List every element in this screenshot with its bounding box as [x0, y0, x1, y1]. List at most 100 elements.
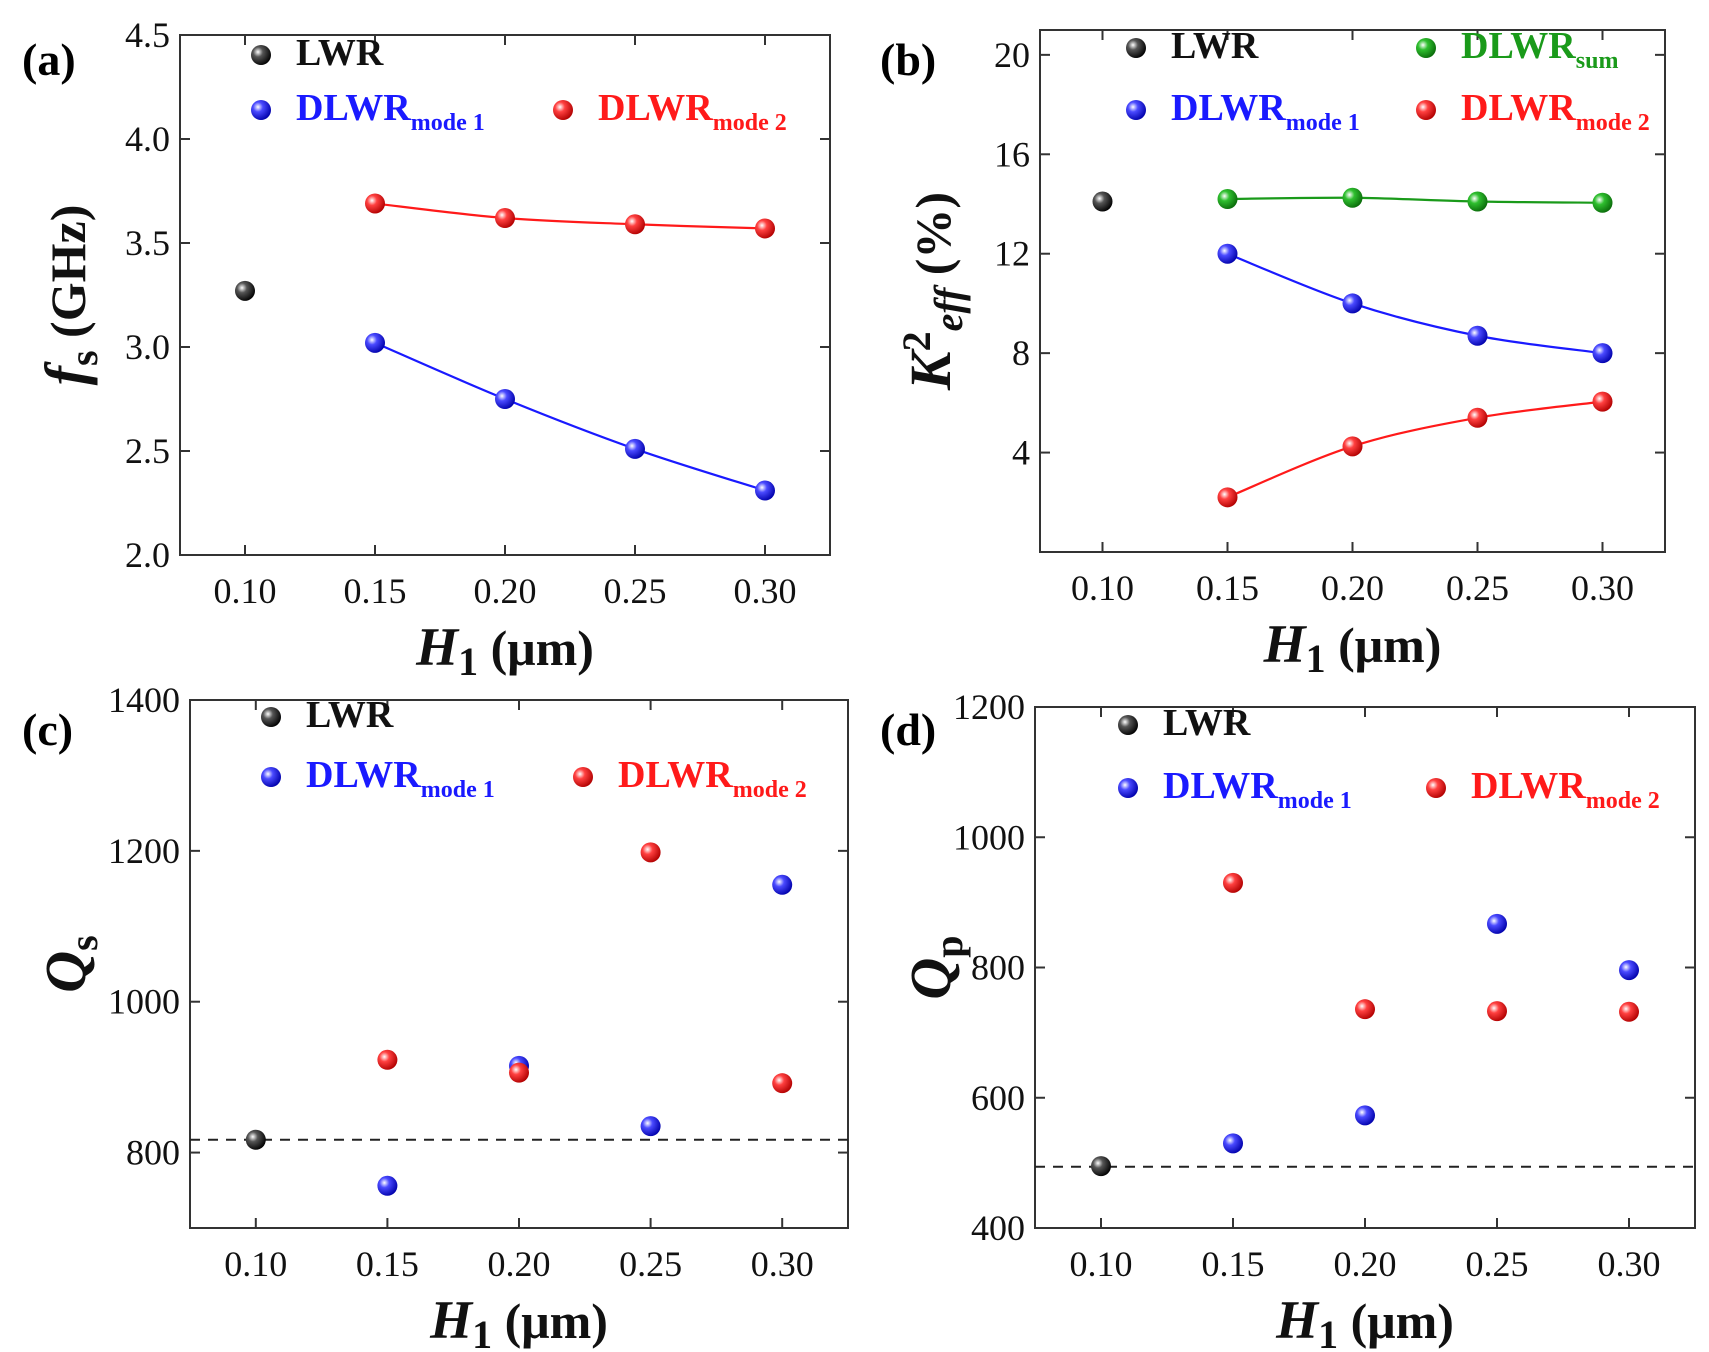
series-line-DLWR_mode1: [1227, 252, 1603, 355]
legend-label-DLWR_mode1: DLWRmode 1: [1163, 765, 1352, 814]
y-tick-label: 1400: [108, 680, 180, 720]
data-point-DLWR_mode2: [1355, 999, 1375, 1020]
x-tick-label: 0.25: [604, 571, 667, 611]
panel-c: 0.10 0.15 0.20 0.25 0.30 800 1000 1200 1400 (c) H1…: [22, 680, 849, 1352]
y-tick-label: 1200: [953, 687, 1025, 727]
data-point-DLWR_mode2: [1342, 436, 1363, 457]
data-point-DLWR_mode2: [625, 214, 645, 235]
legend-marker-DLWR_mode1: [1126, 100, 1146, 120]
data-point-DLWR_mode1: [640, 1116, 661, 1137]
data-point-DLWR_mode1: [1342, 293, 1363, 314]
x-tick-label: 0.15: [1202, 1244, 1265, 1284]
y-axis-label: Qp: [898, 935, 971, 999]
legend-marker-LWR: [1126, 38, 1146, 58]
data-point-DLWR_mode1: [377, 1175, 398, 1196]
series-line-DLWR_sum: [1227, 196, 1603, 204]
legend-marker-DLWR_mode1: [251, 100, 271, 120]
panel-label: (a): [22, 34, 76, 85]
y-tick-label: 4.5: [125, 15, 170, 55]
data-point-DLWR_mode1: [1487, 913, 1507, 934]
data-point-DLWR_mode1: [1217, 243, 1238, 264]
data-point-DLWR_mode2: [755, 218, 775, 239]
data-point-DLWR_mode1: [772, 874, 793, 895]
x-tick-label: 0.30: [1598, 1244, 1661, 1284]
data-point-DLWR_mode2: [772, 1073, 793, 1094]
legend-label-LWR: LWR: [306, 694, 394, 736]
data-point-DLWR_mode1: [365, 332, 385, 353]
data-point-DLWR_mode2: [1223, 872, 1243, 893]
panel-d: 0.10 0.15 0.20 0.25 0.30 400 600 800 1000 1200 (d)…: [880, 687, 1696, 1352]
data-point-DLWR_mode1: [1619, 960, 1639, 981]
legend-marker-DLWR_mode2: [553, 100, 573, 120]
x-tick-label: 0.15: [344, 571, 407, 611]
y-tick-label: 600: [971, 1078, 1025, 1118]
data-point-DLWR_mode1: [625, 438, 645, 459]
x-axis-label: H1 (μm): [415, 617, 594, 684]
data-point-DLWR_sum: [1467, 191, 1488, 212]
legend-label-DLWR_mode2: DLWRmode 2: [1471, 765, 1660, 814]
data-point-DLWR_mode2: [1592, 391, 1613, 412]
y-tick-label: 16: [994, 134, 1030, 174]
y-tick-label: 400: [971, 1208, 1025, 1248]
y-tick-label: 3.5: [125, 223, 170, 263]
data-point-DLWR_mode1: [1467, 325, 1488, 346]
x-tick-label: 0.30: [1571, 568, 1634, 608]
panel-label: (b): [880, 34, 936, 85]
x-tick-label: 0.20: [1321, 568, 1384, 608]
y-tick-label: 4.0: [125, 119, 170, 159]
panel-label: (c): [22, 704, 73, 755]
y-tick-label: 2.5: [125, 431, 170, 471]
legend-label-LWR: LWR: [1163, 702, 1251, 744]
data-point-DLWR_mode2: [495, 208, 515, 229]
y-tick-label: 12: [994, 234, 1030, 274]
x-tick-label: 0.10: [1070, 1244, 1133, 1284]
x-axis-label: H1 (μm): [429, 1290, 608, 1352]
legend-marker-DLWR_mode2: [573, 767, 593, 787]
legend-marker-DLWR_mode1: [1118, 778, 1138, 798]
legend-label-DLWR_mode1: DLWRmode 1: [306, 754, 495, 803]
x-tick-label: 0.20: [474, 571, 537, 611]
x-tick-label: 0.25: [619, 1244, 682, 1284]
data-point-DLWR_mode2: [1217, 487, 1238, 508]
legend-label-DLWR_sum: DLWRsum: [1461, 25, 1618, 74]
legend-label-DLWR_mode1: DLWRmode 1: [296, 87, 485, 136]
panel-a: 0.10 0.15 0.20 0.25 0.30 2.0 2.5 3.0 3.5 4.0 4.5 (a…: [22, 15, 831, 684]
y-tick-label: 1000: [108, 982, 180, 1022]
y-axis-label: K2eff (%): [894, 192, 971, 391]
x-tick-label: 0.30: [751, 1244, 814, 1284]
legend-label-LWR: LWR: [1171, 25, 1259, 67]
data-point-LWR: [1092, 191, 1113, 212]
legend-label-LWR: LWR: [296, 32, 384, 74]
panel-b: 0.10 0.15 0.20 0.25 0.30 4 8 12 16 20 (b) H1 (μm) K2…: [880, 25, 1666, 681]
data-point-DLWR_mode1: [755, 480, 775, 501]
y-tick-label: 4: [1012, 433, 1030, 473]
data-point-DLWR_mode2: [377, 1049, 398, 1070]
y-tick-label: 1200: [108, 831, 180, 871]
data-point-DLWR_mode1: [495, 389, 515, 409]
x-axis-label: H1 (μm): [1263, 614, 1442, 681]
y-tick-label: 8: [1012, 333, 1030, 373]
series-line-DLWR_mode1: [374, 341, 766, 492]
data-point-LWR: [245, 1129, 266, 1150]
legend-marker-LWR: [261, 707, 281, 727]
x-tick-label: 0.10: [1071, 568, 1134, 608]
y-axis-label: Qs: [33, 935, 106, 992]
x-tick-label: 0.25: [1466, 1244, 1529, 1284]
data-point-DLWR_mode1: [1592, 343, 1613, 364]
legend-marker-DLWR_mode2: [1426, 778, 1446, 798]
panels-root: 0.10 0.15 0.20 0.25 0.30 2.0 2.5 3.0 3.5 4.0 4.5 (a…: [22, 15, 1696, 1352]
legend-marker-LWR: [1118, 715, 1138, 735]
data-point-DLWR_mode2: [1467, 407, 1488, 428]
legend-marker-DLWR_sum: [1416, 38, 1436, 58]
data-point-DLWR_sum: [1217, 189, 1238, 210]
y-axis-label: fs (GHz): [33, 205, 106, 386]
y-tick-label: 20: [994, 35, 1030, 75]
y-tick-label: 2.0: [125, 535, 170, 575]
y-tick-label: 800: [126, 1133, 180, 1173]
data-point-DLWR_mode2: [365, 193, 385, 214]
data-point-DLWR_mode2: [1487, 1001, 1507, 1022]
data-point-DLWR_mode1: [1223, 1133, 1243, 1154]
series-line-DLWR_mode2: [374, 202, 766, 230]
legend-label-DLWR_mode2: DLWRmode 2: [1461, 87, 1650, 136]
